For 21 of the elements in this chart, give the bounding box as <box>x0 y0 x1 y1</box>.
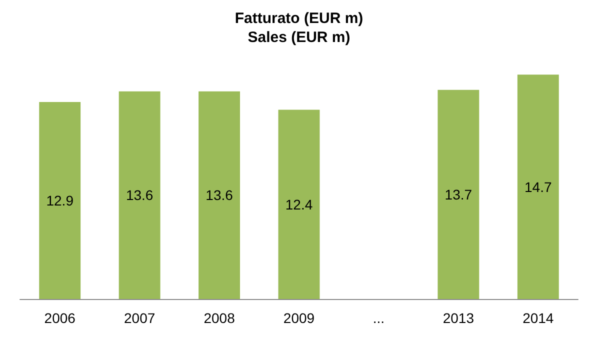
data-label: 13.6 <box>206 187 234 204</box>
bar <box>39 102 81 299</box>
data-label: 13.7 <box>444 186 472 202</box>
data-label: 12.9 <box>46 192 74 209</box>
x-tick-label: 2006 <box>44 310 76 326</box>
data-label: 13.6 <box>126 187 154 204</box>
bar <box>438 90 480 299</box>
chart-title: Fatturato (EUR m) <box>234 10 364 27</box>
x-tick-label: ... <box>372 310 385 326</box>
data-label: 14.7 <box>524 178 552 195</box>
bar <box>198 91 240 299</box>
bar <box>278 110 320 299</box>
bar <box>517 74 559 299</box>
x-tick-label: 2009 <box>283 310 315 326</box>
x-tick-label: 2008 <box>204 310 236 326</box>
bar <box>118 91 160 299</box>
chart-subtitle: Sales (EUR m) <box>248 29 350 46</box>
x-tick-label: 2013 <box>442 310 474 326</box>
data-label: 12.4 <box>285 196 313 212</box>
x-tick-label: 2007 <box>124 310 156 326</box>
x-tick-label: 2014 <box>522 310 554 326</box>
